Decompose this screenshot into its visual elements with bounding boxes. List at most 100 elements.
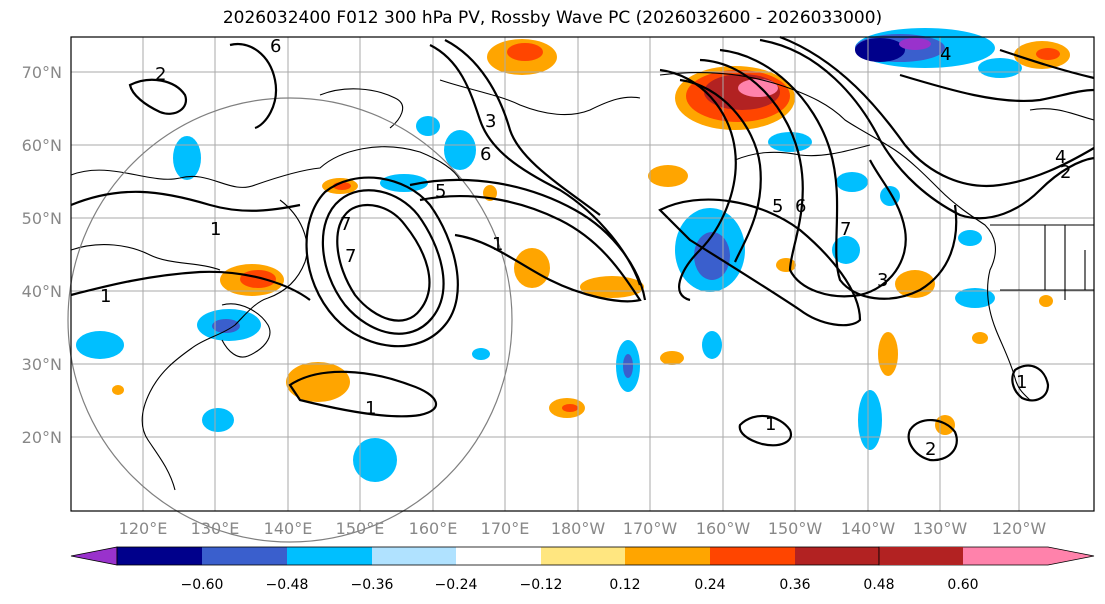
colorbar-tick: 0.36 bbox=[779, 577, 810, 593]
colorbar-bin bbox=[541, 547, 625, 565]
positive-anomaly-2-max bbox=[738, 79, 778, 97]
pv-contour-16 bbox=[779, 35, 1095, 187]
contour-label: 7 bbox=[345, 246, 356, 267]
colorbar-bin bbox=[879, 547, 963, 565]
colorbar: −0.60 −0.48 −0.36 −0.24 −0.12 0.12 0.24 … bbox=[70, 546, 1095, 593]
pv-contour-13 bbox=[699, 58, 907, 298]
negative-anomaly-1-dark bbox=[855, 38, 905, 62]
contour-label: 2 bbox=[925, 439, 936, 460]
negative-anomaly-10 bbox=[380, 174, 428, 192]
negative-anomaly-18 bbox=[958, 230, 982, 246]
lat-label: 30°N bbox=[22, 355, 62, 374]
pv-contour-2 bbox=[70, 270, 311, 301]
pv-contour-23 bbox=[128, 78, 188, 115]
positive-anomaly-16 bbox=[972, 332, 988, 344]
pv-contour-7 bbox=[419, 195, 642, 303]
contour-label: 5 bbox=[435, 181, 446, 202]
coast-bering bbox=[439, 79, 641, 116]
coast-asia-east bbox=[141, 199, 308, 491]
contour-label: 3 bbox=[485, 111, 496, 132]
colorbar-bin bbox=[710, 547, 795, 565]
colorbar-frame bbox=[116, 546, 880, 566]
pv-contour-6 bbox=[305, 176, 459, 348]
colorbar-bin bbox=[625, 547, 710, 565]
negative-anomaly-6 bbox=[202, 408, 234, 432]
positive-anomaly-3-core bbox=[1036, 48, 1060, 60]
pv-contour-19 bbox=[899, 73, 1095, 103]
colorbar-tick: −0.12 bbox=[520, 577, 563, 593]
negative-anomaly-8-core bbox=[623, 354, 633, 378]
graticule bbox=[71, 37, 1094, 511]
colorbar-tick: 0.12 bbox=[609, 577, 640, 593]
lon-label: 170°W bbox=[623, 519, 678, 538]
coast-north-america bbox=[659, 71, 1031, 401]
contour-label: 4 bbox=[1055, 147, 1066, 168]
contour-label: 6 bbox=[480, 144, 491, 165]
latitude-labels: 70°N 60°N 50°N 40°N 30°N 20°N bbox=[22, 63, 62, 447]
negative-anomaly-13 bbox=[836, 172, 868, 192]
colorbar-extend-left bbox=[70, 546, 118, 566]
pv-contour-21 bbox=[907, 419, 958, 462]
pv-contour-4 bbox=[336, 203, 431, 322]
colorbar-tick: −0.36 bbox=[351, 577, 394, 593]
contour-label: 7 bbox=[340, 214, 351, 235]
positive-anomaly-11 bbox=[660, 351, 684, 365]
longitude-labels: 120°E 130°E 140°E 150°E 160°E 170°E 180°… bbox=[119, 519, 1047, 538]
pv-contour-9 bbox=[429, 44, 642, 286]
negative-anomaly-15 bbox=[858, 390, 882, 450]
contour-label: 1 bbox=[210, 219, 221, 240]
contour-label: 1 bbox=[1016, 372, 1027, 393]
colorbar-tick: −0.48 bbox=[266, 577, 309, 593]
positive-anomaly-13 bbox=[878, 332, 898, 376]
positive-anomaly-10 bbox=[648, 165, 688, 187]
negative-anomaly-2-core bbox=[694, 232, 730, 280]
negative-anomaly-14 bbox=[768, 132, 812, 152]
lon-label: 120°E bbox=[119, 519, 168, 538]
colorbar-bin bbox=[287, 547, 372, 565]
colorbar-tick: 0.24 bbox=[694, 577, 725, 593]
negative-anomaly-1-max bbox=[899, 38, 931, 50]
lon-label: 180°W bbox=[551, 519, 606, 538]
coast-kamchatka bbox=[319, 88, 404, 129]
pv-contour-18 bbox=[999, 48, 1095, 80]
positive-anomaly-15 bbox=[776, 258, 796, 272]
colorbar-tick: −0.60 bbox=[181, 577, 224, 593]
colorbar-bin bbox=[372, 547, 456, 565]
positive-anomaly-14 bbox=[935, 415, 955, 435]
map-title: 2026032400 F012 300 hPa PV, Rossby Wave … bbox=[222, 8, 883, 28]
negative-anomaly-3 bbox=[173, 136, 201, 180]
coast-japan bbox=[221, 303, 271, 358]
colorbar-tick: 0.48 bbox=[863, 577, 894, 593]
pv-contour-5 bbox=[321, 189, 445, 335]
contour-label: 1 bbox=[100, 286, 111, 307]
coast-canada bbox=[1029, 108, 1095, 121]
negative-anomaly-19 bbox=[472, 348, 490, 360]
lat-label: 20°N bbox=[22, 428, 62, 447]
positive-anomaly-1-core bbox=[507, 43, 543, 61]
negative-anomaly-17 bbox=[955, 288, 995, 308]
pv-contour-1 bbox=[70, 190, 301, 212]
negative-anomaly-20 bbox=[978, 58, 1022, 78]
contour-label: 5 bbox=[772, 196, 783, 217]
contour-label: 1 bbox=[765, 414, 776, 435]
pv-contour-15 bbox=[759, 38, 1095, 220]
colorbar-tick: −0.24 bbox=[435, 577, 478, 593]
pv-contour-12 bbox=[679, 78, 762, 263]
negative-anomaly-16 bbox=[702, 331, 722, 359]
colorbar-bin bbox=[456, 547, 541, 565]
colorbar-bin bbox=[202, 547, 287, 565]
lat-label: 70°N bbox=[22, 63, 62, 82]
lon-label: 140°W bbox=[841, 519, 896, 538]
positive-anomaly-17 bbox=[1039, 295, 1053, 307]
lat-label: 60°N bbox=[22, 136, 62, 155]
contour-label: 6 bbox=[270, 36, 281, 57]
lon-label: 170°E bbox=[481, 519, 530, 538]
pv-contour-10 bbox=[444, 39, 601, 216]
contour-label: 2 bbox=[155, 64, 166, 85]
positive-anomaly-19 bbox=[112, 385, 124, 395]
colorbar-bin bbox=[795, 547, 879, 565]
lon-label: 160°E bbox=[409, 519, 458, 538]
coastlines bbox=[70, 71, 1095, 491]
pv-contours bbox=[70, 35, 1095, 462]
